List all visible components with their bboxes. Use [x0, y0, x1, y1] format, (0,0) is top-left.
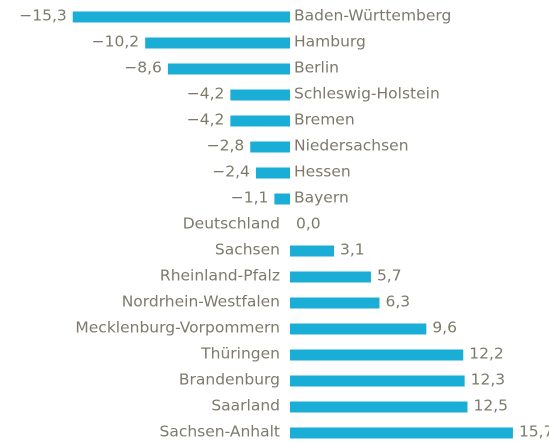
- bar: [230, 89, 290, 101]
- value-label: 3,1: [340, 241, 365, 259]
- category-label: Berlin: [294, 59, 339, 77]
- category-label: Sachsen-Anhalt: [159, 423, 280, 441]
- category-label: Bremen: [294, 111, 355, 129]
- bar: [167, 63, 290, 75]
- bar: [290, 375, 465, 387]
- category-label: Thüringen: [200, 345, 280, 363]
- category-label: Sachsen: [215, 241, 280, 259]
- category-label: Mecklenburg-Vorpommern: [75, 319, 280, 337]
- bar: [290, 323, 427, 335]
- value-label: 15,7: [519, 423, 549, 441]
- bar: [72, 11, 291, 23]
- category-label: Schleswig-Holstein: [294, 85, 440, 103]
- bar: [145, 37, 290, 49]
- value-label: −10,2: [92, 33, 140, 51]
- category-label: Saarland: [211, 397, 280, 415]
- category-label: Rheinland-Pfalz: [160, 267, 280, 285]
- value-label: 12,2: [469, 345, 504, 363]
- category-label: Deutschland: [183, 215, 280, 233]
- value-label: 5,7: [377, 267, 402, 285]
- category-label: Hessen: [294, 163, 351, 181]
- bar: [290, 271, 371, 283]
- bar: [255, 167, 290, 179]
- bar: [290, 297, 380, 309]
- value-label: −4,2: [187, 85, 225, 103]
- bar: [290, 427, 513, 439]
- bar: [290, 401, 468, 413]
- value-label: −8,6: [124, 59, 162, 77]
- value-label: 0,0: [296, 215, 321, 233]
- value-label: 6,3: [385, 293, 410, 311]
- value-label: −2,4: [212, 163, 250, 181]
- category-label: Niedersachsen: [294, 137, 409, 155]
- category-label: Hamburg: [294, 33, 366, 51]
- value-label: 9,6: [432, 319, 457, 337]
- bar: [274, 193, 290, 205]
- bar: [290, 349, 464, 361]
- value-label: 12,5: [474, 397, 509, 415]
- category-label: Nordrhein-Westfalen: [122, 293, 280, 311]
- category-label: Bayern: [294, 189, 349, 207]
- category-label: Baden-Württemberg: [294, 7, 451, 25]
- value-label: 12,3: [471, 371, 506, 389]
- value-label: −1,1: [231, 189, 269, 207]
- bar: [290, 245, 335, 257]
- bar: [250, 141, 290, 153]
- category-label: Brandenburg: [179, 371, 280, 389]
- value-label: −2,8: [207, 137, 245, 155]
- value-label: −4,2: [187, 111, 225, 129]
- bar: [230, 115, 290, 127]
- value-label: −15,3: [19, 7, 67, 25]
